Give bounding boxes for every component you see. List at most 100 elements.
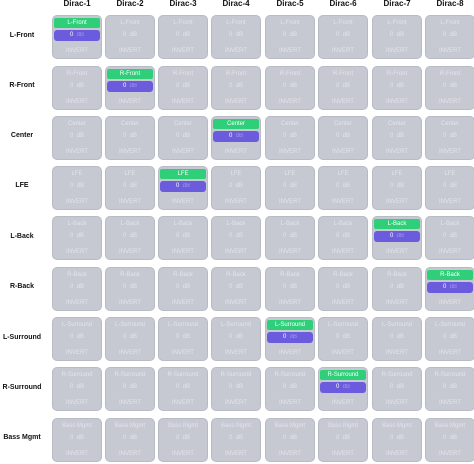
routing-cell[interactable]: L-Back 0 dB INVERT xyxy=(105,216,155,260)
gain-value[interactable]: 0 dB xyxy=(112,383,148,392)
invert-toggle[interactable]: INVERT xyxy=(119,451,141,457)
gain-value[interactable]: 0 dB xyxy=(165,31,201,40)
routing-cell[interactable]: Center 0 dB INVERT xyxy=(265,116,315,160)
invert-toggle[interactable]: INVERT xyxy=(386,199,408,205)
invert-toggle[interactable]: INVERT xyxy=(66,451,88,457)
routing-cell[interactable]: L-Front 0 dB INVERT xyxy=(158,15,208,59)
invert-toggle[interactable]: INVERT xyxy=(386,149,408,155)
invert-toggle[interactable]: INVERT xyxy=(439,199,461,205)
invert-toggle[interactable]: INVERT xyxy=(332,149,354,155)
invert-toggle[interactable]: INVERT xyxy=(172,300,194,306)
routing-cell[interactable]: L-Back 0 dB INVERT xyxy=(211,216,261,260)
gain-value[interactable]: 0 dB xyxy=(272,383,308,392)
routing-cell[interactable]: R-Surround 0 dB INVERT xyxy=(265,367,315,411)
routing-cell[interactable]: LFE 0 dB INVERT xyxy=(211,166,261,210)
gain-value[interactable]: 0 dB xyxy=(272,283,308,292)
invert-toggle[interactable]: INVERT xyxy=(332,249,354,255)
gain-value[interactable]: 0 dB xyxy=(165,82,201,91)
routing-cell[interactable]: L-Front 0 dB INVERT xyxy=(211,15,261,59)
routing-cell[interactable]: Bass Mgmt 0 dB INVERT xyxy=(211,418,261,462)
invert-toggle[interactable]: INVERT xyxy=(279,350,301,356)
routing-cell[interactable]: LFE 0 dB INVERT xyxy=(318,166,368,210)
gain-value[interactable]: 0 dB xyxy=(112,31,148,40)
gain-value[interactable]: 0 dB xyxy=(165,333,201,342)
routing-cell[interactable]: R-Front 0 dB INVERT xyxy=(158,66,208,110)
routing-cell[interactable]: R-Back 0 dB INVERT xyxy=(105,267,155,311)
gain-value[interactable]: 0 dB xyxy=(325,82,361,91)
routing-cell[interactable]: R-Front 0 dB INVERT xyxy=(265,66,315,110)
routing-cell[interactable]: LFE 0 dB INVERT xyxy=(105,166,155,210)
invert-toggle[interactable]: INVERT xyxy=(279,48,301,54)
gain-value[interactable]: 0 dB xyxy=(218,31,254,40)
gain-value[interactable]: 0 dB xyxy=(272,31,308,40)
routing-cell[interactable]: Bass Mgmt 0 dB INVERT xyxy=(372,418,422,462)
gain-value[interactable]: 0 dB xyxy=(59,434,95,443)
gain-value[interactable]: 0 dB xyxy=(59,232,95,241)
routing-cell[interactable]: R-Surround 0 dB INVERT xyxy=(372,367,422,411)
invert-toggle[interactable]: INVERT xyxy=(332,400,354,406)
gain-value[interactable]: 0 dB xyxy=(325,283,361,292)
invert-toggle[interactable]: INVERT xyxy=(225,300,247,306)
routing-cell[interactable]: R-Surround 0 dB INVERT xyxy=(158,367,208,411)
invert-toggle[interactable]: INVERT xyxy=(332,48,354,54)
gain-value[interactable]: 0 dB xyxy=(54,30,100,41)
routing-cell[interactable]: Bass Mgmt 0 dB INVERT xyxy=(318,418,368,462)
routing-cell-active[interactable]: L-Back 0 dB INVERT xyxy=(372,216,422,260)
gain-value[interactable]: 0 dB xyxy=(59,182,95,191)
invert-toggle[interactable]: INVERT xyxy=(279,300,301,306)
routing-cell[interactable]: R-Surround 0 dB INVERT xyxy=(425,367,474,411)
gain-value[interactable]: 0 dB xyxy=(325,434,361,443)
invert-toggle[interactable]: INVERT xyxy=(439,300,461,306)
invert-toggle[interactable]: INVERT xyxy=(279,199,301,205)
gain-value[interactable]: 0 dB xyxy=(272,232,308,241)
routing-cell[interactable]: Center 0 dB INVERT xyxy=(425,116,474,160)
gain-value[interactable]: 0 dB xyxy=(379,182,415,191)
gain-value[interactable]: 0 dB xyxy=(59,383,95,392)
gain-value[interactable]: 0 dB xyxy=(432,132,468,141)
routing-cell[interactable]: L-Surround 0 dB INVERT xyxy=(158,317,208,361)
gain-value[interactable]: 0 dB xyxy=(379,383,415,392)
gain-value[interactable]: 0 dB xyxy=(165,132,201,141)
gain-value[interactable]: 0 dB xyxy=(427,282,473,293)
invert-toggle[interactable]: INVERT xyxy=(225,99,247,105)
routing-cell[interactable]: LFE 0 dB INVERT xyxy=(52,166,102,210)
invert-toggle[interactable]: INVERT xyxy=(66,149,88,155)
routing-cell[interactable]: L-Back 0 dB INVERT xyxy=(265,216,315,260)
invert-toggle[interactable]: INVERT xyxy=(386,99,408,105)
invert-toggle[interactable]: INVERT xyxy=(119,48,141,54)
invert-toggle[interactable]: INVERT xyxy=(119,199,141,205)
gain-value[interactable]: 0 dB xyxy=(218,232,254,241)
invert-toggle[interactable]: INVERT xyxy=(386,400,408,406)
routing-cell-active[interactable]: R-Surround 0 dB INVERT xyxy=(318,367,368,411)
invert-toggle[interactable]: INVERT xyxy=(172,400,194,406)
invert-toggle[interactable]: INVERT xyxy=(439,350,461,356)
routing-cell[interactable]: Center 0 dB INVERT xyxy=(372,116,422,160)
invert-toggle[interactable]: INVERT xyxy=(172,48,194,54)
routing-cell[interactable]: L-Surround 0 dB INVERT xyxy=(425,317,474,361)
gain-value[interactable]: 0 dB xyxy=(112,434,148,443)
invert-toggle[interactable]: INVERT xyxy=(172,99,194,105)
invert-toggle[interactable]: INVERT xyxy=(225,199,247,205)
routing-cell[interactable]: LFE 0 dB INVERT xyxy=(265,166,315,210)
invert-toggle[interactable]: INVERT xyxy=(332,451,354,457)
routing-cell[interactable]: R-Back 0 dB INVERT xyxy=(265,267,315,311)
invert-toggle[interactable]: INVERT xyxy=(225,400,247,406)
gain-value[interactable]: 0 dB xyxy=(218,82,254,91)
routing-cell[interactable]: Bass Mgmt 0 dB INVERT xyxy=(265,418,315,462)
routing-cell[interactable]: L-Back 0 dB INVERT xyxy=(158,216,208,260)
gain-value[interactable]: 0 dB xyxy=(213,131,259,142)
invert-toggle[interactable]: INVERT xyxy=(279,400,301,406)
routing-cell[interactable]: Bass Mgmt 0 dB INVERT xyxy=(425,418,474,462)
invert-toggle[interactable]: INVERT xyxy=(279,99,301,105)
invert-toggle[interactable]: INVERT xyxy=(119,400,141,406)
routing-cell[interactable]: L-Surround 0 dB INVERT xyxy=(105,317,155,361)
routing-cell[interactable]: Center 0 dB INVERT xyxy=(105,116,155,160)
gain-value[interactable]: 0 dB xyxy=(218,283,254,292)
gain-value[interactable]: 0 dB xyxy=(112,232,148,241)
gain-value[interactable]: 0 dB xyxy=(267,332,313,343)
gain-value[interactable]: 0 dB xyxy=(272,82,308,91)
invert-toggle[interactable]: INVERT xyxy=(386,48,408,54)
invert-toggle[interactable]: INVERT xyxy=(66,99,88,105)
routing-cell[interactable]: R-Front 0 dB INVERT xyxy=(52,66,102,110)
routing-cell[interactable]: L-Front 0 dB INVERT xyxy=(318,15,368,59)
